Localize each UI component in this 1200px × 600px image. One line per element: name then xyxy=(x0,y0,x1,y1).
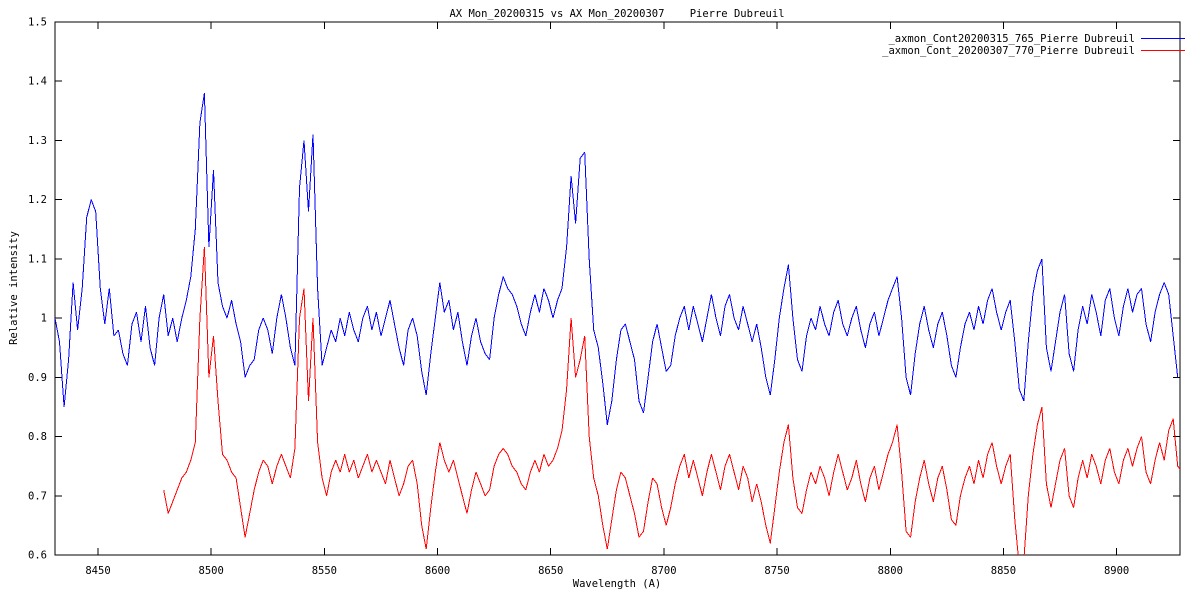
y-tick-label: 0.8 xyxy=(28,431,47,443)
x-tick-label: 8800 xyxy=(878,565,903,577)
x-tick-label: 8550 xyxy=(312,565,337,577)
y-tick-label: 0.7 xyxy=(28,490,47,502)
chart-title: AX Mon_20200315 vs AX Mon_20200307 Pierr… xyxy=(449,8,785,20)
x-axis-label: Wavelength (A) xyxy=(572,578,662,590)
y-axis-label: Relative intensity xyxy=(8,231,20,345)
legend: _axmon_Cont20200315_765_Pierre Dubreuil … xyxy=(882,32,1185,57)
y-tick-label: 0.6 xyxy=(28,550,47,562)
x-tick-label: 8700 xyxy=(651,565,676,577)
legend-entry-red: _axmon_Cont_20200307_770_Pierre Dubreuil xyxy=(882,44,1185,57)
y-tick-label: 1.1 xyxy=(28,253,47,265)
legend-entry-blue: _axmon_Cont20200315_765_Pierre Dubreuil xyxy=(882,32,1185,45)
x-tick-label: 8650 xyxy=(538,565,563,577)
x-tick-label: 8500 xyxy=(199,565,224,577)
plot-border xyxy=(54,21,1181,556)
y-tick-label: 1 xyxy=(41,313,47,325)
x-tick-label: 8850 xyxy=(991,565,1016,577)
y-tick-label: 1.4 xyxy=(28,76,47,88)
x-tick-label: 8900 xyxy=(1104,565,1129,577)
x-tick-label: 8750 xyxy=(764,565,789,577)
legend-line-sample-blue xyxy=(1141,38,1185,39)
y-tick-label: 0.9 xyxy=(28,372,47,384)
y-tick-label: 1.2 xyxy=(28,194,47,206)
spectrum-line-red xyxy=(163,246,1180,555)
x-tick-label: 8450 xyxy=(85,565,110,577)
x-tick-label: 8600 xyxy=(425,565,450,577)
spectrum-line-blue xyxy=(55,93,1179,425)
legend-label-red: _axmon_Cont_20200307_770_Pierre Dubreuil xyxy=(882,44,1135,57)
y-tick-label: 1.5 xyxy=(28,17,47,29)
legend-line-sample-red xyxy=(1141,50,1185,51)
y-tick-label: 1.3 xyxy=(28,135,47,147)
legend-label-blue: _axmon_Cont20200315_765_Pierre Dubreuil xyxy=(888,32,1135,45)
